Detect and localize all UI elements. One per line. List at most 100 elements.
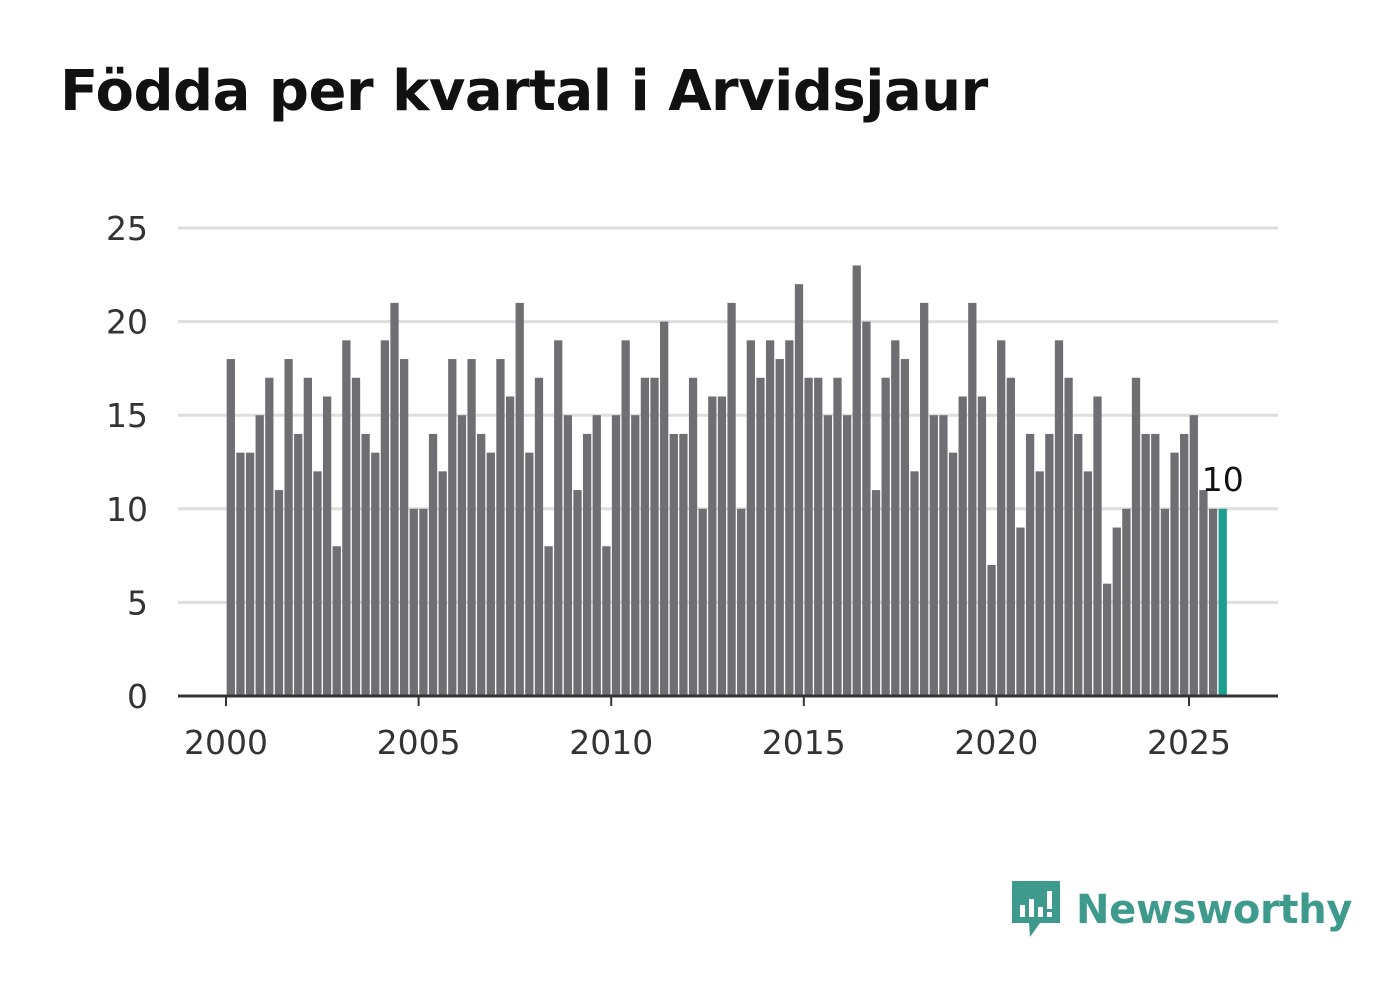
bar-91 [1103,583,1112,696]
bar-93 [1122,508,1131,696]
bar-70 [900,359,910,696]
bar-60 [804,377,813,696]
bar-31 [525,452,534,696]
x-tick-label-2005: 2005 [377,723,461,762]
bar-24 [457,415,467,696]
bar-21 [428,433,438,696]
bar-40 [611,415,621,696]
bar-19 [409,508,418,696]
bar-0 [226,359,235,696]
bar-38 [592,415,601,696]
bar-58 [785,340,794,696]
bar-53 [737,508,746,696]
brand-logo: Newsworthy [1010,878,1353,942]
bar-56 [765,340,775,696]
bar-36 [573,490,582,696]
bar-75 [948,452,958,696]
bars [226,265,1227,696]
bar-72 [920,302,929,696]
bar-77 [968,302,977,696]
bar-28 [496,359,505,696]
bar-96 [1151,433,1160,696]
bar-61 [814,377,823,696]
bar-81 [1006,377,1015,696]
bar-33 [544,546,553,696]
bar-95 [1141,433,1150,696]
bar-20 [419,508,428,696]
bar-15 [371,452,380,696]
bar-32 [534,377,544,696]
bar-30 [515,302,524,696]
bar-39 [602,546,611,696]
axes [178,694,1278,706]
bar-97 [1160,508,1170,696]
bar-8 [303,377,312,696]
bar-57 [775,359,784,696]
bar-16 [380,340,390,696]
bar-55 [756,377,765,696]
bar-52 [727,302,736,696]
bar-47 [679,433,688,696]
bar-46 [669,433,678,696]
bar-51 [717,396,727,696]
bar-3 [255,415,264,696]
y-tick-label-10: 10 [106,490,148,529]
bar-6 [284,359,293,696]
bar-34 [554,340,563,696]
chart-title: Födda per kvartal i Arvidsjaur [60,59,988,124]
bar-82 [1016,527,1025,696]
data-label-last-value: 10 [1202,460,1244,499]
bar-54 [746,340,755,696]
bar-87 [1064,377,1073,696]
bar-41 [621,340,630,696]
bar-2 [245,452,255,696]
bar-59 [794,284,804,696]
bar-92 [1112,527,1121,696]
bar-50 [708,396,717,696]
bar-44 [650,377,659,696]
x-tick-label-2020: 2020 [954,723,1038,762]
bar-35 [563,415,572,696]
bar-23 [448,359,457,696]
bar-69 [891,340,900,696]
bar-29 [505,396,515,696]
bar-64 [842,415,852,696]
bar-49 [698,508,707,696]
bar-9 [313,471,322,696]
bar-99 [1180,433,1189,696]
bar-67 [871,490,881,696]
bar-68 [881,377,890,696]
bar-10 [322,396,332,696]
bar-25 [467,359,476,696]
bar-78 [977,396,987,696]
bar-71 [910,471,919,696]
bar-88 [1074,433,1083,696]
bar-89 [1083,471,1093,696]
bar-48 [688,377,698,696]
bar-76 [958,396,967,696]
bar-37 [582,433,592,696]
y-tick-label-20: 20 [106,303,148,342]
bar-17 [390,302,399,696]
bar-63 [833,377,842,696]
bar-74 [939,415,948,696]
bar-11 [332,546,341,696]
bar-13 [351,377,361,696]
bar-27 [486,452,495,696]
bar-102 [1208,508,1218,696]
x-tick-label-2015: 2015 [762,723,846,762]
bar-45 [660,321,669,696]
x-tick-label-2010: 2010 [569,723,653,762]
x-tick-label-2000: 2000 [184,723,268,762]
bar-62 [823,415,833,696]
bar-4 [265,377,274,696]
bar-103 [1218,508,1227,696]
bar-7 [294,433,303,696]
bar-101 [1199,490,1208,696]
bar-18 [400,359,409,696]
bar-80 [997,340,1006,696]
bar-43 [640,377,650,696]
bar-90 [1093,396,1102,696]
